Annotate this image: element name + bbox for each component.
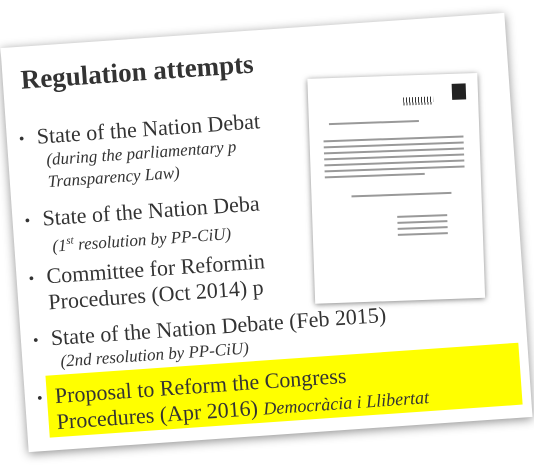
- bullet: •: [18, 131, 25, 149]
- slide-title: Regulation attempts: [20, 49, 255, 96]
- text-line: [351, 192, 451, 197]
- bullet-item: • Committee for Reformin Procedures (Oct…: [46, 248, 268, 315]
- page: {"title": "Regulation attempts", "items"…: [0, 0, 534, 465]
- text-line: [325, 165, 465, 172]
- document-image: [307, 73, 485, 304]
- text-line: [397, 220, 447, 224]
- text-line: [329, 120, 419, 125]
- text-line: [325, 173, 425, 178]
- slide: Regulation attempts • State of the Natio…: [0, 13, 532, 452]
- bullet-item: • State of the Nation Debat (during the …: [36, 108, 264, 193]
- text-line: [397, 214, 447, 218]
- barcode: [403, 97, 433, 106]
- logo: [452, 83, 467, 99]
- bullet: •: [24, 212, 31, 230]
- note-text: (1: [52, 236, 67, 256]
- bullet-item: • State of the Nation Deba (1st resoluti…: [42, 190, 263, 258]
- bullet: •: [36, 390, 43, 408]
- note-text: resolution by PP-CiU): [73, 224, 231, 254]
- text-line: [398, 232, 448, 236]
- bullet: •: [32, 332, 39, 350]
- bullet: •: [28, 270, 35, 288]
- text-line: [398, 226, 448, 230]
